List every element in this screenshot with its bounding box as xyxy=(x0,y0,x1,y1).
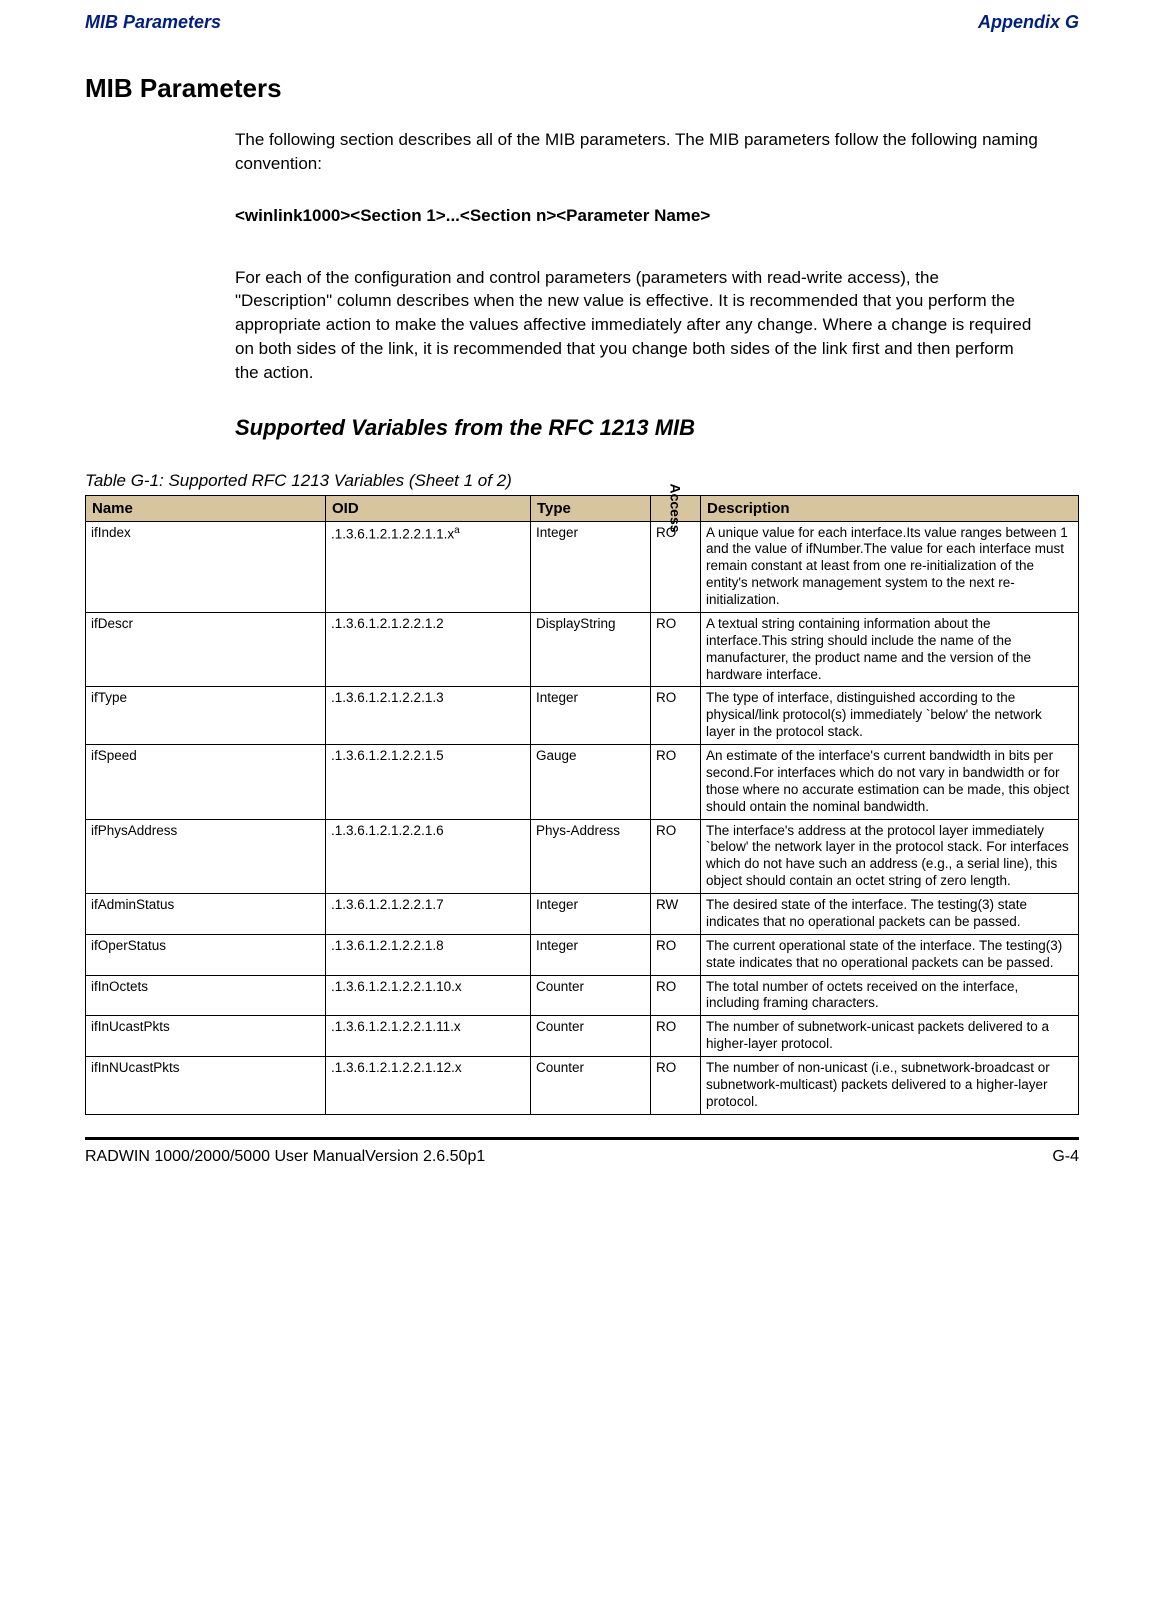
table-section: Table G-1: Supported RFC 1213 Variables … xyxy=(85,471,1079,1115)
table-caption: Table G-1: Supported RFC 1213 Variables … xyxy=(85,471,1079,491)
table-row: ifOperStatus.1.3.6.1.2.1.2.2.1.8IntegerR… xyxy=(86,934,1079,975)
table-header-row: Name OID Type Access Description xyxy=(86,495,1079,521)
cell-access: RW xyxy=(651,894,701,935)
cell-access: RO xyxy=(651,687,701,745)
header-left: MIB Parameters xyxy=(85,12,221,33)
cell-name: ifSpeed xyxy=(86,745,326,820)
description-paragraph: For each of the configuration and contro… xyxy=(235,266,1039,385)
cell-description: The number of non-unicast (i.e., subnetw… xyxy=(701,1057,1079,1115)
cell-access: RO xyxy=(651,1057,701,1115)
cell-oid: .1.3.6.1.2.1.2.2.1.11.x xyxy=(326,1016,531,1057)
naming-convention: <winlink1000><Section 1>...<Section n><P… xyxy=(235,206,1039,226)
cell-name: ifInNUcastPkts xyxy=(86,1057,326,1115)
cell-access: RO xyxy=(651,819,701,894)
cell-name: ifDescr xyxy=(86,612,326,687)
table-row: ifIndex.1.3.6.1.2.1.2.2.1.1.xaIntegerROA… xyxy=(86,521,1079,612)
cell-description: The current operational state of the int… xyxy=(701,934,1079,975)
cell-oid: .1.3.6.1.2.1.2.2.1.10.x xyxy=(326,975,531,1016)
cell-oid: .1.3.6.1.2.1.2.2.1.12.x xyxy=(326,1057,531,1115)
cell-description: The total number of octets received on t… xyxy=(701,975,1079,1016)
cell-name: ifPhysAddress xyxy=(86,819,326,894)
cell-type: DisplayString xyxy=(531,612,651,687)
table-row: ifSpeed.1.3.6.1.2.1.2.2.1.5GaugeROAn est… xyxy=(86,745,1079,820)
page: MIB Parameters Appendix G MIB Parameters… xyxy=(0,0,1164,1196)
page-footer: RADWIN 1000/2000/5000 User ManualVersion… xyxy=(85,1148,1079,1166)
cell-type: Integer xyxy=(531,687,651,745)
cell-name: ifAdminStatus xyxy=(86,894,326,935)
col-oid: OID xyxy=(326,495,531,521)
cell-access: RO xyxy=(651,975,701,1016)
cell-oid: .1.3.6.1.2.1.2.2.1.5 xyxy=(326,745,531,820)
table-row: ifPhysAddress.1.3.6.1.2.1.2.2.1.6Phys-Ad… xyxy=(86,819,1079,894)
cell-oid: .1.3.6.1.2.1.2.2.1.8 xyxy=(326,934,531,975)
cell-type: Integer xyxy=(531,521,651,612)
oid-footnote: a xyxy=(454,525,460,536)
cell-description: The interface's address at the protocol … xyxy=(701,819,1079,894)
cell-name: ifInUcastPkts xyxy=(86,1016,326,1057)
cell-access: RO xyxy=(651,1016,701,1057)
table-row: ifInOctets.1.3.6.1.2.1.2.2.1.10.xCounter… xyxy=(86,975,1079,1016)
cell-type: Counter xyxy=(531,1016,651,1057)
col-name: Name xyxy=(86,495,326,521)
mib-table: Name OID Type Access Description ifIndex… xyxy=(85,495,1079,1115)
footer-rule xyxy=(85,1137,1079,1140)
cell-access: RO xyxy=(651,934,701,975)
section-heading: Supported Variables from the RFC 1213 MI… xyxy=(235,415,1039,441)
cell-oid: .1.3.6.1.2.1.2.2.1.7 xyxy=(326,894,531,935)
cell-oid: .1.3.6.1.2.1.2.2.1.2 xyxy=(326,612,531,687)
cell-oid: .1.3.6.1.2.1.2.2.1.3 xyxy=(326,687,531,745)
table-row: ifDescr.1.3.6.1.2.1.2.2.1.2DisplayString… xyxy=(86,612,1079,687)
footer-right: G-4 xyxy=(1052,1148,1079,1166)
cell-type: Gauge xyxy=(531,745,651,820)
cell-description: The number of subnetwork-unicast packets… xyxy=(701,1016,1079,1057)
body-indent: The following section describes all of t… xyxy=(235,128,1039,441)
page-title: MIB Parameters xyxy=(85,73,1079,104)
cell-type: Counter xyxy=(531,975,651,1016)
cell-name: ifInOctets xyxy=(86,975,326,1016)
running-header: MIB Parameters Appendix G xyxy=(85,12,1079,33)
cell-type: Integer xyxy=(531,894,651,935)
cell-name: ifIndex xyxy=(86,521,326,612)
table-row: ifInUcastPkts.1.3.6.1.2.1.2.2.1.11.xCoun… xyxy=(86,1016,1079,1057)
table-row: ifAdminStatus.1.3.6.1.2.1.2.2.1.7Integer… xyxy=(86,894,1079,935)
intro-paragraph: The following section describes all of t… xyxy=(235,128,1039,176)
cell-access: RO xyxy=(651,521,701,612)
cell-name: ifType xyxy=(86,687,326,745)
cell-description: The desired state of the interface. The … xyxy=(701,894,1079,935)
col-type: Type xyxy=(531,495,651,521)
cell-description: A unique value for each interface.Its va… xyxy=(701,521,1079,612)
cell-name: ifOperStatus xyxy=(86,934,326,975)
footer-left: RADWIN 1000/2000/5000 User ManualVersion… xyxy=(85,1148,485,1166)
col-access: Access xyxy=(651,495,701,521)
table-row: ifInNUcastPkts.1.3.6.1.2.1.2.2.1.12.xCou… xyxy=(86,1057,1079,1115)
cell-oid: .1.3.6.1.2.1.2.2.1.6 xyxy=(326,819,531,894)
col-access-label: Access xyxy=(668,484,684,533)
col-desc: Description xyxy=(701,495,1079,521)
cell-type: Phys-Address xyxy=(531,819,651,894)
cell-description: An estimate of the interface's current b… xyxy=(701,745,1079,820)
cell-description: A textual string containing information … xyxy=(701,612,1079,687)
header-right: Appendix G xyxy=(978,12,1079,33)
cell-oid: .1.3.6.1.2.1.2.2.1.1.xa xyxy=(326,521,531,612)
cell-access: RO xyxy=(651,612,701,687)
cell-type: Counter xyxy=(531,1057,651,1115)
table-row: ifType.1.3.6.1.2.1.2.2.1.3IntegerROThe t… xyxy=(86,687,1079,745)
cell-access: RO xyxy=(651,745,701,820)
cell-description: The type of interface, distinguished acc… xyxy=(701,687,1079,745)
cell-type: Integer xyxy=(531,934,651,975)
